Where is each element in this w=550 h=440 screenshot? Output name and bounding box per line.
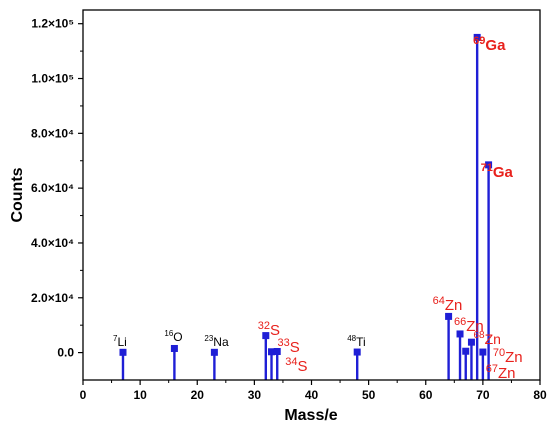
element-symbol: Li	[117, 335, 126, 349]
element-symbol: Zn	[505, 349, 523, 366]
mass-number: 68	[473, 330, 485, 341]
x-tick-label: 60	[419, 388, 433, 402]
isotope-label: 16O	[164, 329, 182, 344]
mass-number: 32	[258, 320, 270, 332]
mass-number: 64	[433, 295, 445, 307]
stem-marker	[119, 348, 127, 356]
stem-marker	[170, 344, 178, 352]
mass-number: 71	[481, 162, 493, 174]
isotope-label: 71Ga	[481, 162, 514, 181]
x-tick-label: 20	[191, 388, 205, 402]
y-tick-label: 1.0×10⁵	[31, 72, 74, 86]
mass-number: 33	[278, 337, 290, 349]
element-symbol: S	[270, 322, 280, 339]
stem-marker	[353, 348, 361, 356]
y-tick-label: 0.0	[57, 346, 74, 360]
mass-number: 7	[113, 334, 118, 343]
stem-marker	[445, 312, 453, 320]
stem-marker	[462, 347, 470, 355]
isotope-label: 64Zn	[433, 295, 463, 314]
x-tick-label: 30	[248, 388, 262, 402]
isotope-label: 70Zn	[493, 347, 523, 366]
element-symbol: O	[173, 330, 182, 344]
x-axis-title: Mass/e	[284, 407, 337, 424]
x-tick-label: 80	[533, 388, 547, 402]
isotope-label: 67Zn	[486, 363, 516, 382]
element-symbol: Zn	[445, 297, 463, 314]
element-symbol: Na	[213, 335, 229, 349]
element-symbol: Ga	[485, 37, 506, 54]
y-tick-label: 2.0×10⁴	[31, 291, 74, 305]
isotope-label: 23Na	[204, 334, 229, 349]
isotope-label: 69Ga	[473, 35, 506, 54]
element-symbol: S	[290, 339, 300, 356]
x-tick-label: 40	[305, 388, 319, 402]
y-tick-label: 6.0×10⁴	[31, 181, 74, 195]
y-tick-label: 1.2×10⁵	[31, 17, 74, 31]
data-stems	[119, 33, 493, 380]
x-tick-label: 10	[133, 388, 147, 402]
isotope-label: 48Ti	[347, 334, 365, 349]
element-symbol: Ga	[493, 164, 514, 181]
stem-marker	[485, 161, 493, 169]
mass-number: 16	[164, 329, 173, 338]
stem-marker	[473, 33, 481, 41]
isotope-label: 32S	[258, 320, 280, 339]
isotope-label: 68Zn	[473, 330, 500, 347]
stem-marker	[456, 330, 464, 338]
tick-labels: 0 10 20 30 40 50 60 70 80 0.0 2.0×10⁴ 4.0×10⁴ 6.0×10…	[31, 17, 547, 402]
mass-number: 70	[493, 347, 505, 359]
y-tick-label: 4.0×10⁴	[31, 236, 74, 250]
mass-number: 48	[347, 334, 356, 343]
element-symbol: Ti	[356, 335, 366, 349]
x-tick-label: 70	[476, 388, 490, 402]
y-tick-label: 8.0×10⁴	[31, 126, 74, 140]
isotope-label: 34S	[285, 356, 307, 375]
stem-marker	[479, 348, 487, 356]
stem-marker	[262, 332, 270, 340]
mass-number: 34	[285, 356, 297, 368]
element-symbol: Zn	[485, 331, 501, 347]
element-symbol: Zn	[466, 318, 484, 335]
isotope-label: 7Li	[113, 334, 127, 349]
element-symbol: S	[297, 358, 307, 375]
plot-frame	[82, 9, 541, 381]
element-symbol: Zn	[498, 365, 516, 382]
mass-number: 23	[204, 334, 213, 343]
mass-number: 66	[454, 316, 466, 328]
mass-number: 67	[486, 363, 498, 375]
y-axis-title: Counts	[9, 167, 26, 222]
isotope-label: 66Zn	[454, 316, 484, 335]
stem-marker	[210, 348, 218, 356]
stem-marker	[273, 347, 281, 355]
stem-marker	[467, 338, 475, 346]
stem-marker	[268, 348, 276, 356]
x-tick-label: 50	[362, 388, 376, 402]
mass-number: 69	[473, 35, 485, 47]
x-tick-label: 0	[80, 388, 87, 402]
isotope-label: 33S	[278, 337, 300, 356]
